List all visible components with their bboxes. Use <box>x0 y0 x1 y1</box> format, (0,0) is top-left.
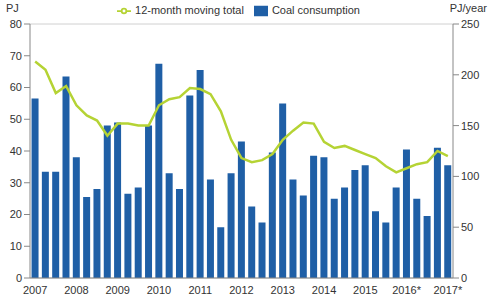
svg-text:2009: 2009 <box>105 284 129 296</box>
svg-text:2010: 2010 <box>147 284 171 296</box>
html-text:PJ/year: PJ/year <box>449 2 487 14</box>
svg-text:0: 0 <box>461 272 467 284</box>
svg-text:100: 100 <box>461 170 479 182</box>
svg-text:200: 200 <box>461 69 479 81</box>
svg-text:60: 60 <box>10 81 22 93</box>
svg-text:2016*: 2016* <box>392 284 421 296</box>
svg-text:30: 30 <box>10 177 22 189</box>
svg-text:40: 40 <box>10 145 22 157</box>
svg-text:2013: 2013 <box>271 284 295 296</box>
svg-text:50: 50 <box>461 221 473 233</box>
svg-text:70: 70 <box>10 50 22 62</box>
svg-text:2017*: 2017* <box>433 284 462 296</box>
html-text:12-month moving total: 12-month moving total <box>135 4 244 16</box>
svg-text:0: 0 <box>16 272 22 284</box>
html-text:PJ: PJ <box>6 2 19 14</box>
svg-text:250: 250 <box>461 18 479 30</box>
svg-text:50: 50 <box>10 113 22 125</box>
svg-text:2015: 2015 <box>353 284 377 296</box>
svg-text:80: 80 <box>10 18 22 30</box>
html-text:Coal consumption: Coal consumption <box>271 4 360 16</box>
svg-text:20: 20 <box>10 208 22 220</box>
svg-text:10: 10 <box>10 240 22 252</box>
svg-text:2014: 2014 <box>312 284 336 296</box>
svg-text:2011: 2011 <box>188 284 212 296</box>
svg-text:2012: 2012 <box>229 284 253 296</box>
svg-text:2007: 2007 <box>23 284 47 296</box>
svg-text:150: 150 <box>461 120 479 132</box>
svg-text:2008: 2008 <box>64 284 88 296</box>
